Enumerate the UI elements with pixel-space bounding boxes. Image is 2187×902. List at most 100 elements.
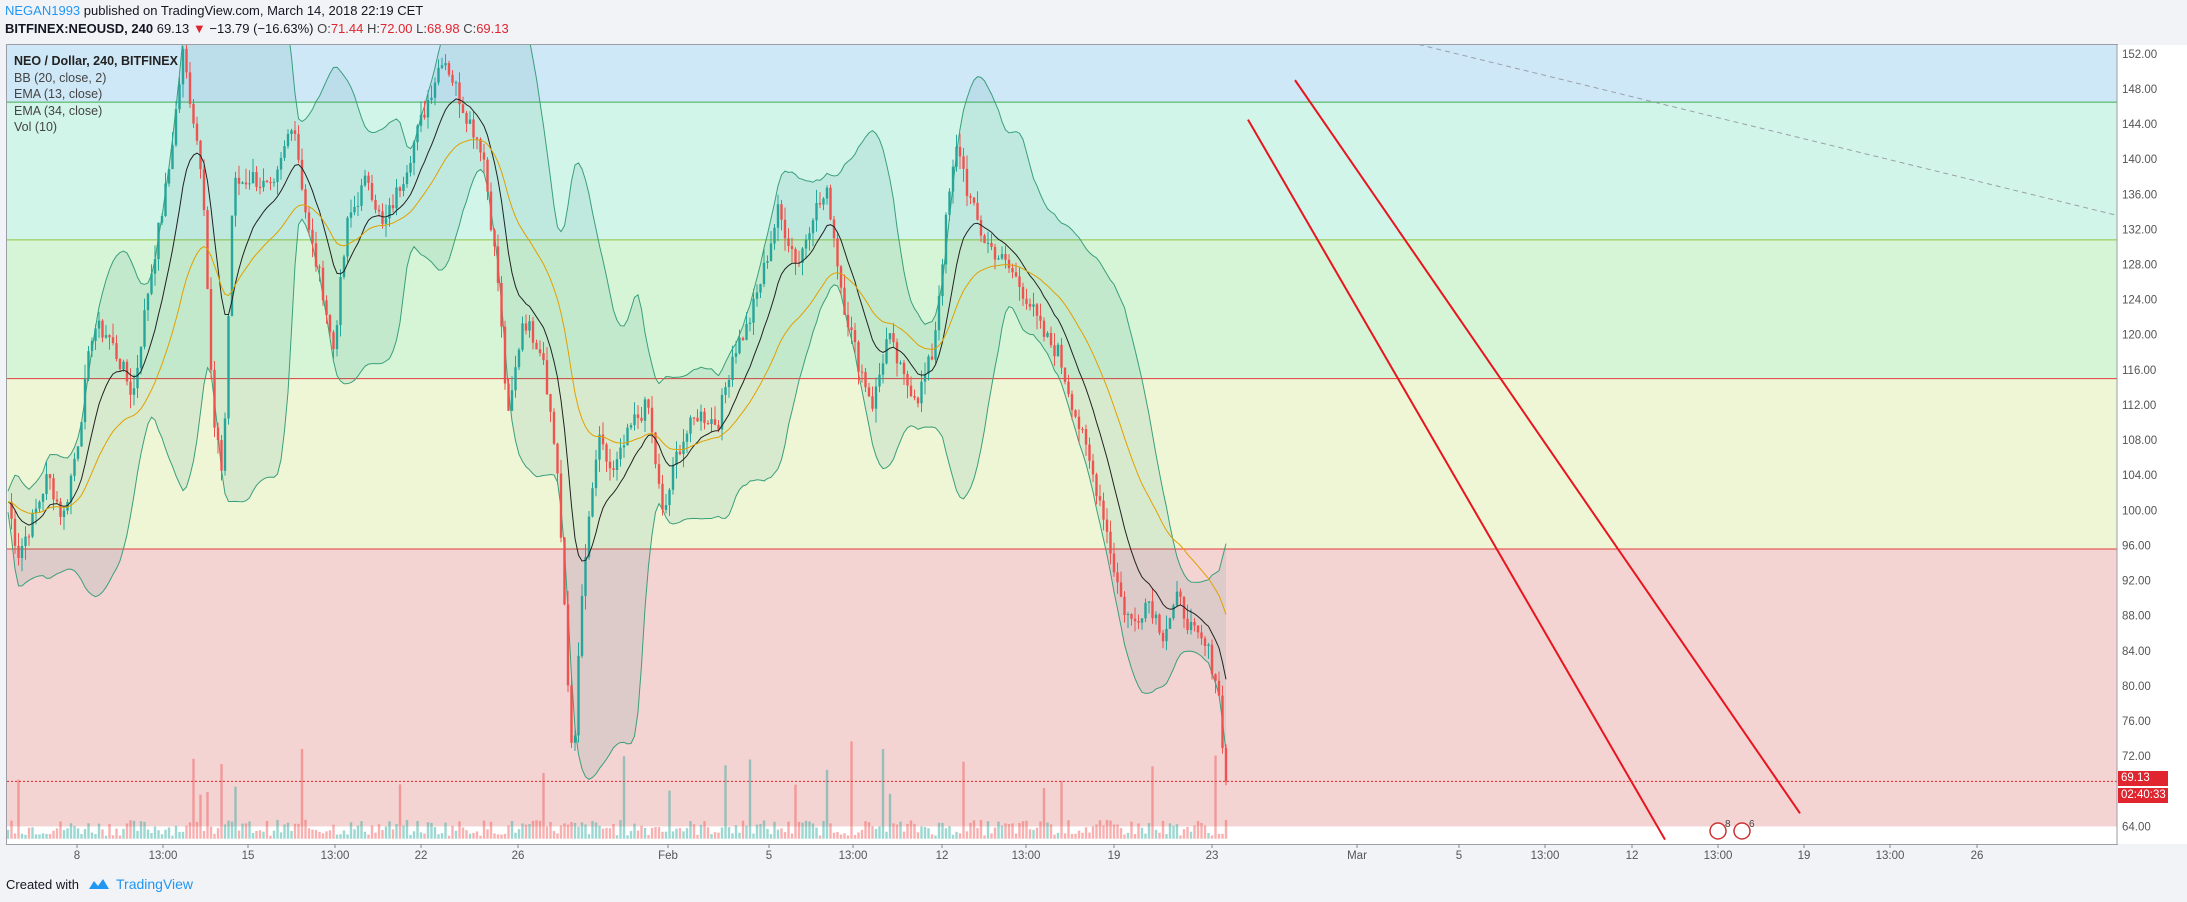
candle-body bbox=[1123, 596, 1126, 616]
candle-body bbox=[1049, 332, 1053, 346]
volume-bar bbox=[384, 826, 388, 839]
price-tick-label: 128.00 bbox=[2122, 260, 2157, 272]
volume-bar bbox=[822, 820, 825, 839]
volume-bar bbox=[1130, 821, 1133, 839]
volume-bar bbox=[1046, 822, 1049, 839]
legend-volume[interactable]: Vol (10) bbox=[14, 120, 58, 134]
time-tick-label: 12 bbox=[936, 850, 949, 862]
candle-body bbox=[1112, 553, 1116, 573]
candle-body bbox=[255, 172, 258, 187]
candle-body bbox=[643, 399, 647, 421]
price-tick-label: 92.00 bbox=[2122, 576, 2151, 588]
candle-body bbox=[402, 184, 405, 192]
candle-body bbox=[423, 114, 426, 118]
volume-bar bbox=[202, 831, 206, 839]
volume-bar bbox=[489, 821, 493, 839]
candle-body bbox=[101, 320, 104, 338]
volume-bar bbox=[363, 831, 367, 839]
volume-bar bbox=[927, 828, 930, 839]
volume-bar bbox=[808, 821, 811, 839]
volume-bar bbox=[510, 821, 514, 839]
volume-bar bbox=[115, 828, 118, 839]
candle-body bbox=[59, 501, 62, 517]
volume-bar bbox=[38, 834, 41, 839]
volume-bar bbox=[734, 825, 738, 839]
volume-bar bbox=[769, 834, 773, 839]
candle-body bbox=[496, 246, 500, 284]
candle-body bbox=[146, 293, 150, 311]
candle-body bbox=[836, 238, 839, 267]
open-value: 71.44 bbox=[330, 21, 364, 36]
candle-body bbox=[171, 144, 174, 170]
candle-body bbox=[1014, 272, 1018, 277]
volume-bar bbox=[220, 763, 223, 839]
volume-bar bbox=[1070, 834, 1074, 839]
volume-bar bbox=[727, 827, 731, 839]
candle-body bbox=[755, 292, 759, 299]
volume-bar bbox=[27, 827, 31, 839]
volume-bar bbox=[111, 835, 115, 839]
volume-bar bbox=[755, 824, 759, 839]
candle-body bbox=[923, 374, 927, 382]
volume-bar bbox=[132, 820, 136, 839]
volume-bar bbox=[916, 832, 920, 839]
candle-body bbox=[1207, 644, 1210, 646]
volume-bar bbox=[419, 832, 423, 839]
candle-body bbox=[38, 501, 41, 509]
candle-body bbox=[853, 330, 857, 343]
volume-bar bbox=[745, 825, 748, 839]
candle-body bbox=[1011, 268, 1014, 273]
volume-bar bbox=[1014, 833, 1018, 839]
candle-body bbox=[454, 82, 458, 84]
tradingview-link[interactable]: TradingView bbox=[88, 876, 193, 892]
candle-body bbox=[969, 196, 972, 198]
price-tick-label: 120.00 bbox=[2122, 330, 2157, 342]
volume-bar bbox=[283, 824, 286, 839]
candle-body bbox=[745, 323, 748, 340]
volume-bar bbox=[930, 834, 934, 839]
candle-body bbox=[31, 512, 34, 537]
candle-body bbox=[675, 451, 678, 465]
legend-ema34[interactable]: EMA (34, close) bbox=[14, 103, 103, 118]
candle-body bbox=[1200, 632, 1203, 639]
volume-bar bbox=[601, 828, 605, 839]
time-tick-label: 13:00 bbox=[149, 850, 178, 862]
candle-body bbox=[780, 204, 783, 220]
candle-body bbox=[388, 205, 391, 219]
candle-body bbox=[76, 446, 80, 459]
volume-bar bbox=[17, 779, 20, 839]
volume-bar bbox=[349, 822, 353, 839]
volume-bar bbox=[521, 823, 524, 839]
volume-bar bbox=[556, 833, 559, 839]
volume-bar bbox=[762, 820, 766, 839]
volume-bar bbox=[664, 831, 668, 839]
candle-body bbox=[829, 187, 832, 220]
price-tick-label: 108.00 bbox=[2122, 435, 2157, 447]
volume-bar bbox=[248, 821, 251, 839]
candle-body bbox=[689, 417, 692, 434]
volume-bar bbox=[1011, 823, 1014, 839]
candle-body bbox=[244, 182, 248, 185]
volume-bar bbox=[1217, 833, 1221, 839]
author-link[interactable]: NEGAN1993 bbox=[5, 3, 81, 18]
volume-bar bbox=[76, 828, 80, 839]
volume-bar bbox=[1210, 835, 1214, 839]
candle-body bbox=[874, 386, 878, 409]
candle-body bbox=[1084, 429, 1088, 445]
candle-body bbox=[769, 243, 773, 262]
price-tick-label: 64.00 bbox=[2122, 821, 2151, 833]
volume-bar bbox=[741, 820, 745, 839]
legend-ema13[interactable]: EMA (13, close) bbox=[14, 87, 103, 101]
candle-body bbox=[650, 407, 654, 433]
volume-bar bbox=[150, 833, 153, 839]
time-tick-label: 5 bbox=[1456, 850, 1462, 862]
candle-body bbox=[944, 214, 948, 265]
price-tick-label: 148.00 bbox=[2122, 84, 2157, 96]
candle-body bbox=[1067, 381, 1070, 395]
candle-body bbox=[192, 103, 195, 124]
volume-bar bbox=[185, 825, 188, 839]
candle-body bbox=[430, 97, 433, 100]
price-tick-label: 132.00 bbox=[2122, 224, 2157, 236]
legend-bb[interactable]: BB (20, close, 2) bbox=[14, 70, 107, 85]
